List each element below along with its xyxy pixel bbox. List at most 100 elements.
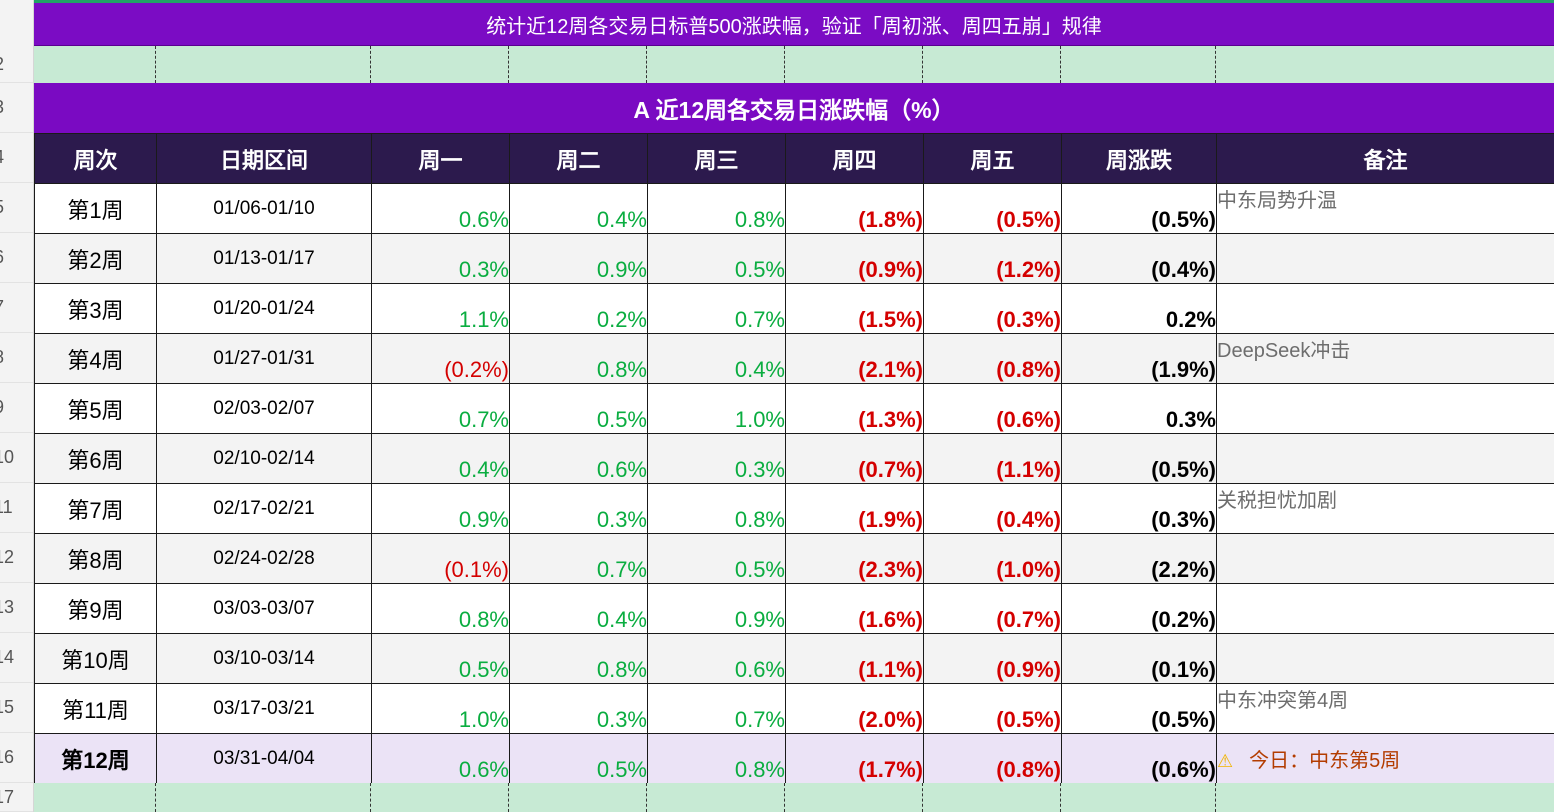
header-date-range[interactable]: 日期区间 (156, 133, 372, 184)
note-cell[interactable] (1216, 533, 1554, 584)
thursday-cell[interactable]: (1.9%) (785, 483, 924, 534)
note-cell[interactable]: 中东局势升温 (1216, 183, 1554, 234)
date-range-cell[interactable]: 03/31-04/04 (156, 733, 372, 784)
header-thursday[interactable]: 周四 (785, 133, 924, 184)
week-cell[interactable]: 第12周 (34, 733, 157, 784)
row-number[interactable]: 12 (0, 533, 33, 583)
week-cell[interactable]: 第3周 (34, 283, 157, 334)
spacer-cell[interactable] (647, 783, 785, 812)
weekly-change-cell[interactable]: (0.3%) (1061, 483, 1217, 534)
monday-cell[interactable]: 0.6% (371, 733, 510, 784)
row-number[interactable]: 8 (0, 333, 33, 383)
thursday-cell[interactable]: (0.9%) (785, 233, 924, 284)
note-cell[interactable] (1216, 583, 1554, 634)
note-cell[interactable]: 关税担忧加剧 (1216, 483, 1554, 534)
header-week[interactable]: 周次 (34, 133, 157, 184)
wednesday-cell[interactable]: 0.4% (647, 333, 786, 384)
tuesday-cell[interactable]: 0.7% (509, 533, 648, 584)
section-header[interactable]: A 近12周各交易日涨跌幅（%） (34, 83, 1554, 133)
spacer-cell[interactable] (34, 783, 156, 812)
header-weekly-change[interactable]: 周涨跌 (1061, 133, 1217, 184)
thursday-cell[interactable]: (1.3%) (785, 383, 924, 434)
note-cell[interactable] (1216, 283, 1554, 334)
week-cell[interactable]: 第9周 (34, 583, 157, 634)
weekly-change-cell[interactable]: (0.4%) (1061, 233, 1217, 284)
note-cell[interactable] (1216, 633, 1554, 684)
date-range-cell[interactable]: 03/17-03/21 (156, 683, 372, 734)
spacer-cell[interactable] (1216, 46, 1554, 83)
spacer-cell[interactable] (509, 46, 647, 83)
date-range-cell[interactable]: 01/27-01/31 (156, 333, 372, 384)
note-cell[interactable] (1216, 233, 1554, 284)
row-number[interactable]: 4 (0, 133, 33, 183)
wednesday-cell[interactable]: 0.9% (647, 583, 786, 634)
tuesday-cell[interactable]: 0.6% (509, 433, 648, 484)
row-number[interactable]: 9 (0, 383, 33, 433)
wednesday-cell[interactable]: 0.8% (647, 483, 786, 534)
week-cell[interactable]: 第11周 (34, 683, 157, 734)
week-cell[interactable]: 第4周 (34, 333, 157, 384)
wednesday-cell[interactable]: 0.3% (647, 433, 786, 484)
spacer-row[interactable] (34, 46, 1554, 83)
week-cell[interactable]: 第8周 (34, 533, 157, 584)
header-friday[interactable]: 周五 (923, 133, 1062, 184)
header-monday[interactable]: 周一 (371, 133, 510, 184)
monday-cell[interactable]: 0.6% (371, 183, 510, 234)
thursday-cell[interactable]: (2.0%) (785, 683, 924, 734)
wednesday-cell[interactable]: 0.5% (647, 233, 786, 284)
friday-cell[interactable]: (0.8%) (923, 733, 1062, 784)
monday-cell[interactable]: 0.7% (371, 383, 510, 434)
tuesday-cell[interactable]: 0.2% (509, 283, 648, 334)
spacer-cell[interactable] (923, 783, 1061, 812)
wednesday-cell[interactable]: 0.8% (647, 183, 786, 234)
date-range-cell[interactable]: 02/10-02/14 (156, 433, 372, 484)
header-notes[interactable]: 备注 (1216, 133, 1554, 184)
wednesday-cell[interactable]: 0.8% (647, 733, 786, 784)
spacer-cell[interactable] (923, 46, 1061, 83)
monday-cell[interactable]: 0.9% (371, 483, 510, 534)
thursday-cell[interactable]: (1.7%) (785, 733, 924, 784)
tuesday-cell[interactable]: 0.8% (509, 633, 648, 684)
friday-cell[interactable]: (1.2%) (923, 233, 1062, 284)
date-range-cell[interactable]: 01/20-01/24 (156, 283, 372, 334)
tuesday-cell[interactable]: 0.5% (509, 733, 648, 784)
tuesday-cell[interactable]: 0.3% (509, 683, 648, 734)
week-cell[interactable]: 第2周 (34, 233, 157, 284)
monday-cell[interactable]: 0.5% (371, 633, 510, 684)
row-number[interactable]: 13 (0, 583, 33, 633)
tuesday-cell[interactable]: 0.3% (509, 483, 648, 534)
spacer-cell[interactable] (1216, 783, 1554, 812)
friday-cell[interactable]: (0.6%) (923, 383, 1062, 434)
row-number[interactable]: 11 (0, 483, 33, 533)
weekly-change-cell[interactable]: 0.3% (1061, 383, 1217, 434)
weekly-change-cell[interactable]: (0.1%) (1061, 633, 1217, 684)
date-range-cell[interactable]: 02/03-02/07 (156, 383, 372, 434)
spacer-cell[interactable] (1061, 783, 1216, 812)
header-wednesday[interactable]: 周三 (647, 133, 786, 184)
note-cell[interactable]: DeepSeek冲击 (1216, 333, 1554, 384)
spacer-row[interactable] (34, 783, 1554, 812)
week-cell[interactable]: 第5周 (34, 383, 157, 434)
spacer-cell[interactable] (785, 46, 923, 83)
friday-cell[interactable]: (0.8%) (923, 333, 1062, 384)
date-range-cell[interactable]: 03/03-03/07 (156, 583, 372, 634)
row-number[interactable]: 6 (0, 233, 33, 283)
friday-cell[interactable]: (0.4%) (923, 483, 1062, 534)
row-number[interactable]: 2 (0, 46, 33, 83)
row-number[interactable]: 16 (0, 733, 33, 783)
tuesday-cell[interactable]: 0.8% (509, 333, 648, 384)
tuesday-cell[interactable]: 0.4% (509, 583, 648, 634)
row-number[interactable]: 5 (0, 183, 33, 233)
tuesday-cell[interactable]: 0.4% (509, 183, 648, 234)
wednesday-cell[interactable]: 0.7% (647, 683, 786, 734)
spacer-cell[interactable] (371, 783, 509, 812)
wednesday-cell[interactable]: 0.6% (647, 633, 786, 684)
thursday-cell[interactable]: (2.1%) (785, 333, 924, 384)
spacer-cell[interactable] (156, 46, 371, 83)
tuesday-cell[interactable]: 0.9% (509, 233, 648, 284)
thursday-cell[interactable]: (1.6%) (785, 583, 924, 634)
thursday-cell[interactable]: (1.5%) (785, 283, 924, 334)
spacer-cell[interactable] (156, 783, 371, 812)
tuesday-cell[interactable]: 0.5% (509, 383, 648, 434)
friday-cell[interactable]: (0.5%) (923, 683, 1062, 734)
